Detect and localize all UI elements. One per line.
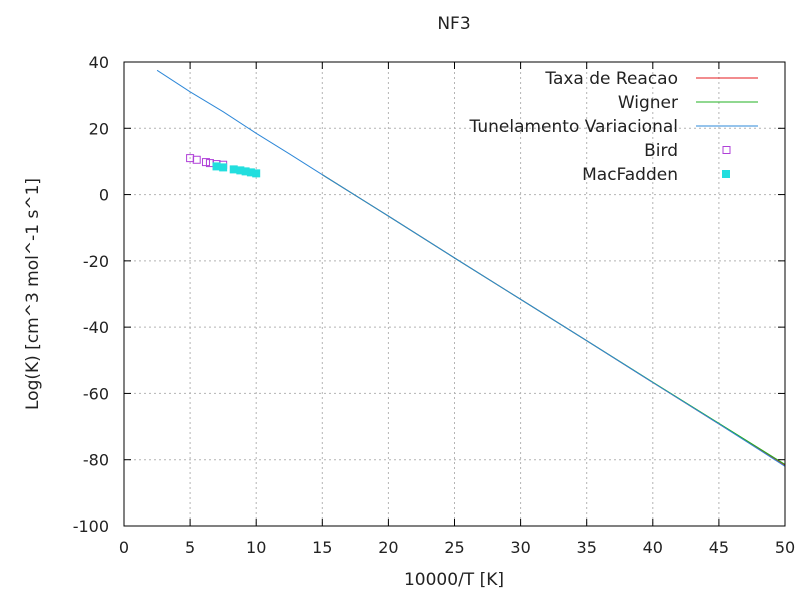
grid [124,62,785,526]
series-point [192,155,201,164]
y-tick-label: -80 [83,451,109,470]
series-point [219,163,228,172]
x-tick-label: 25 [444,538,464,557]
y-tick-label: -100 [73,517,109,536]
x-tick-label: 45 [709,538,729,557]
y-tick-label: 20 [89,119,109,138]
legend-swatch [722,146,731,154]
x-axis-label: 10000/T [K] [404,570,504,590]
axes: 0 5 10 15 20 25 30 35 40 45 50 -100 -80 -60 -40 -20 0 20 4… [73,53,795,557]
y-tick-label: 0 [99,186,109,205]
legend-label: Wigner [618,93,678,113]
legend-label: Taxa de Reacao [544,69,678,89]
y-tick-label: 40 [89,53,109,72]
series-line [156,69,786,467]
legend-swatch [722,170,730,178]
x-tick-label: 20 [378,538,398,557]
x-tick-label: 10 [246,538,266,557]
series-point [252,169,261,178]
legend-label: Bird [644,141,678,161]
legend-label: Tunelamento Variacional [469,117,678,137]
x-tick-label: 5 [185,538,195,557]
x-tick-label: 30 [510,538,530,557]
series-point [236,166,245,175]
series-point [212,162,221,171]
plot-series [156,69,786,467]
x-tick-label: 50 [775,538,795,557]
chart-title: NF3 [437,14,470,34]
y-tick-label: -20 [83,252,109,271]
x-tick-label: 35 [577,538,597,557]
legend: Taxa de Reacao Wigner Tunelamento Variacio… [469,69,758,185]
series-point [246,168,255,177]
y-tick-label: -60 [83,384,109,403]
x-tick-label: 40 [643,538,663,557]
y-tick-label: -40 [83,318,109,337]
series-point [229,165,238,174]
series-point [241,167,250,176]
x-tick-label: 0 [119,538,129,557]
y-axis-label: Log(K) [cm^3 mol^-1 s^1] [23,178,43,410]
legend-label: MacFadden [582,165,678,185]
x-tick-label: 15 [312,538,332,557]
